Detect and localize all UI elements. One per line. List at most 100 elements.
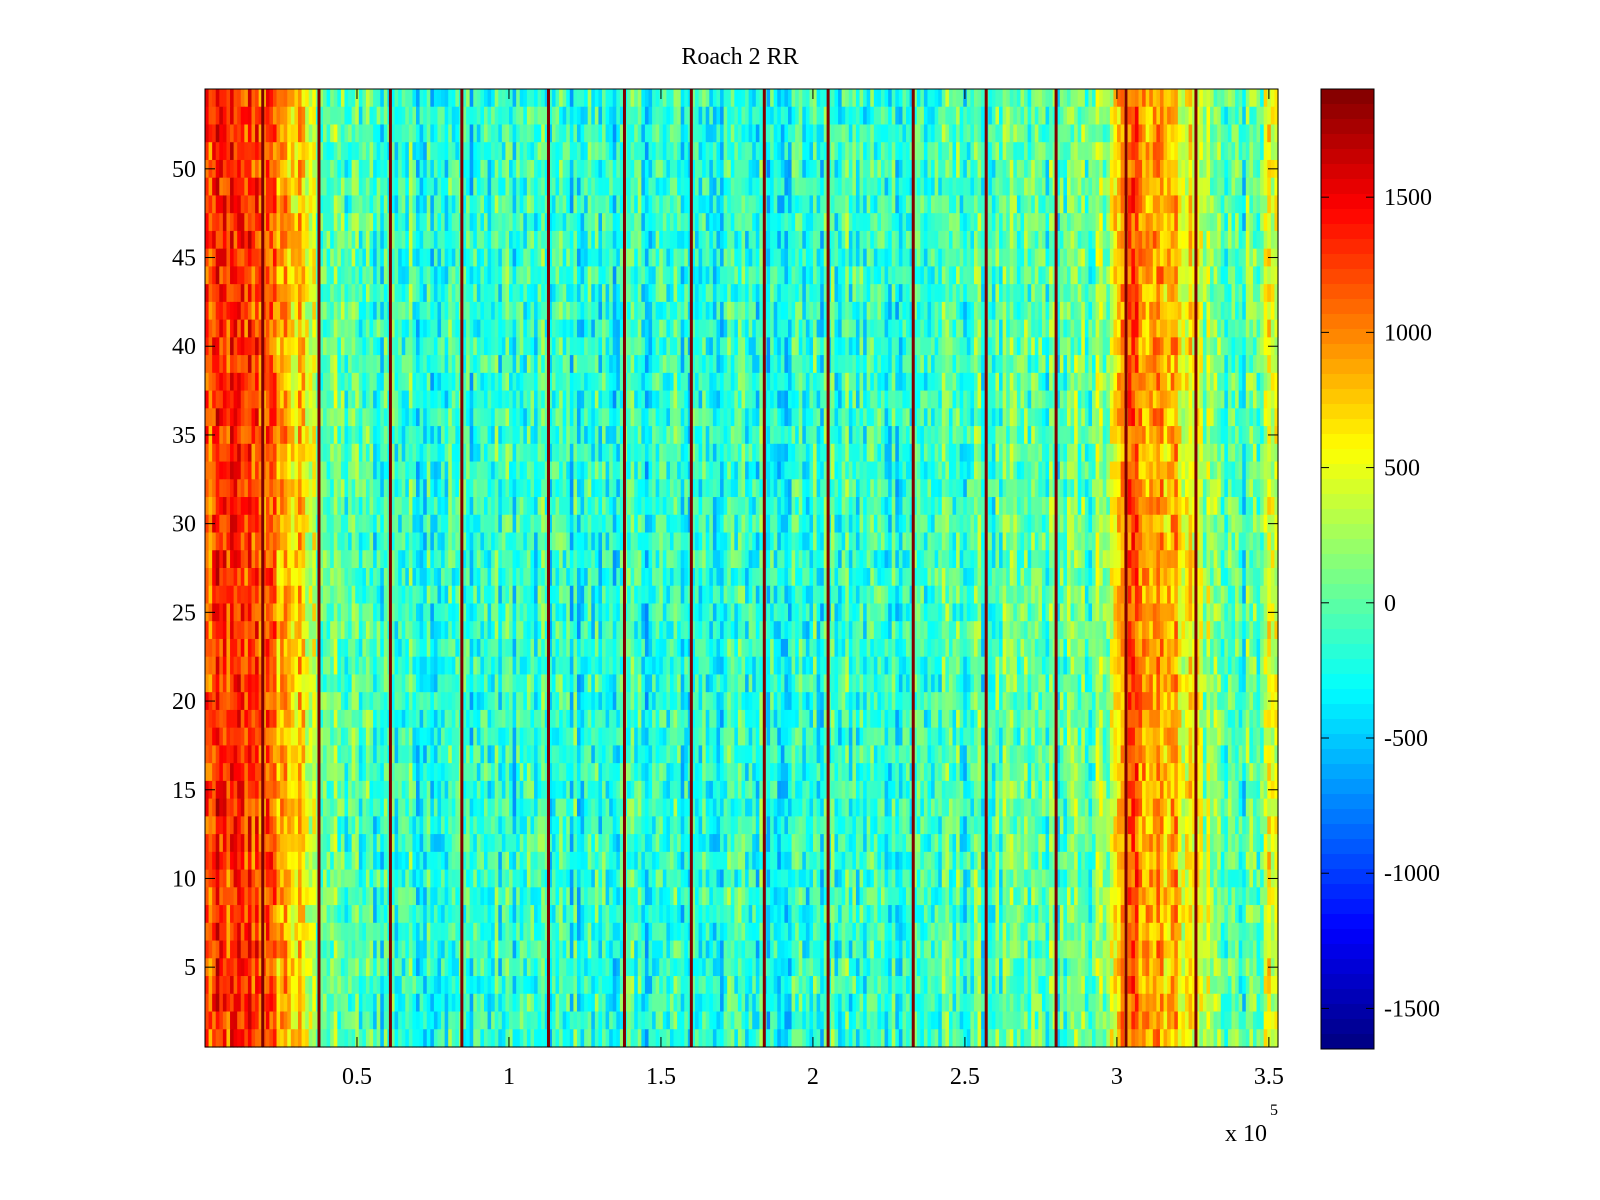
- heatmap-cell: [630, 159, 635, 179]
- heatmap-cell: [973, 355, 979, 374]
- heatmap-cell: [419, 230, 424, 250]
- heatmap-cell: [902, 89, 907, 108]
- heatmap-cell: [1134, 106, 1140, 126]
- heatmap-cell: [1099, 159, 1104, 179]
- heatmap-cell: [1235, 195, 1240, 214]
- heatmap-cell: [1066, 89, 1072, 108]
- heatmap-cell: [426, 159, 431, 179]
- heatmap-cell: [444, 284, 449, 303]
- heatmap-cell: [1049, 89, 1054, 108]
- heatmap-cell: [1238, 195, 1243, 214]
- heatmap-cell: [1270, 284, 1276, 303]
- heatmap-cell: [1095, 266, 1100, 285]
- heatmap-cell: [991, 319, 997, 338]
- heatmap-cell: [745, 337, 750, 356]
- heatmap-cell: [877, 372, 882, 392]
- heatmap-cell: [669, 195, 675, 214]
- heatmap-cell: [816, 124, 821, 143]
- heatmap-cell: [230, 124, 235, 143]
- heatmap-cell: [280, 319, 285, 338]
- heatmap-cell: [784, 337, 789, 356]
- heatmap-cell: [913, 266, 918, 285]
- heatmap-cell: [251, 142, 256, 161]
- heatmap-cell: [1013, 266, 1018, 285]
- heatmap-cell: [648, 248, 653, 268]
- heatmap-cell: [795, 248, 800, 268]
- heatmap-cell: [344, 337, 349, 356]
- heatmap-cell: [301, 319, 306, 338]
- heatmap-cell: [677, 159, 682, 179]
- heatmap-cell: [823, 319, 828, 338]
- heatmap-cell: [251, 266, 256, 285]
- heatmap-cell: [902, 177, 907, 197]
- heatmap-cell: [995, 230, 1000, 250]
- heatmap-cell: [866, 195, 871, 214]
- heatmap-cell: [784, 284, 789, 303]
- heatmap-cell: [720, 284, 725, 303]
- heatmap-cell: [280, 213, 285, 232]
- heatmap-cell: [666, 319, 671, 338]
- heatmap-cell: [323, 159, 328, 179]
- heatmap-cell: [1188, 213, 1193, 232]
- heatmap-cell: [1238, 89, 1243, 108]
- heatmap-cell: [634, 142, 639, 161]
- heatmap-cell: [705, 319, 710, 338]
- heatmap-cell: [419, 195, 424, 214]
- heatmap-cell: [305, 195, 310, 214]
- heatmap-cell: [1252, 355, 1258, 374]
- heatmap-cell: [1142, 337, 1147, 356]
- heatmap-cell: [1199, 89, 1204, 108]
- heatmap-cell: [641, 284, 646, 303]
- heatmap-cell: [999, 159, 1004, 179]
- heatmap-cell: [212, 124, 217, 143]
- heatmap-cell: [1202, 195, 1208, 214]
- heatmap-cell: [677, 230, 682, 250]
- heatmap-cell: [788, 266, 793, 285]
- heatmap-cell: [312, 319, 317, 338]
- heatmap-cell: [920, 159, 925, 179]
- heatmap-cell: [283, 177, 288, 197]
- heatmap-cell: [745, 124, 750, 143]
- heatmap-cell: [1092, 355, 1097, 374]
- heatmap-cell: [448, 230, 453, 250]
- heatmap-cell: [501, 266, 507, 285]
- heatmap-cell: [448, 213, 453, 232]
- heatmap-cell: [519, 177, 524, 197]
- heatmap-cell: [963, 142, 968, 161]
- heatmap-cell: [1038, 337, 1043, 356]
- heatmap-cell: [616, 372, 621, 392]
- heatmap-cell: [662, 355, 667, 374]
- heatmap-cell: [212, 230, 217, 250]
- heatmap-cell: [480, 89, 485, 108]
- heatmap-cell: [870, 372, 875, 392]
- heatmap-cell: [383, 230, 389, 250]
- heatmap-cell: [662, 319, 667, 338]
- heatmap-cell: [258, 213, 263, 232]
- heatmap-cell: [276, 195, 281, 214]
- heatmap-cell: [487, 177, 492, 197]
- heatmap-cell: [265, 213, 270, 232]
- heatmap-cell: [294, 106, 299, 126]
- heatmap-cell: [405, 355, 410, 374]
- heatmap-cell: [1142, 124, 1147, 143]
- heatmap-cell: [1084, 213, 1090, 232]
- heatmap-cell: [548, 372, 553, 392]
- heatmap-cell: [666, 266, 671, 285]
- heatmap-cell: [1063, 159, 1068, 179]
- heatmap-cell: [1041, 142, 1047, 161]
- heatmap-cell: [755, 89, 760, 108]
- heatmap-cell: [1102, 106, 1107, 126]
- heatmap-cell: [702, 142, 707, 161]
- heatmap-cell: [1049, 230, 1054, 250]
- heatmap-cell: [301, 142, 306, 161]
- heatmap-cell: [788, 159, 793, 179]
- heatmap-cell: [544, 142, 549, 161]
- heatmap-cell: [823, 106, 828, 126]
- heatmap-cell: [551, 159, 557, 179]
- heatmap-cell: [737, 230, 743, 250]
- heatmap-cell: [455, 177, 460, 197]
- heatmap-cell: [222, 372, 228, 392]
- heatmap-cell: [644, 372, 650, 392]
- heatmap-cell: [1238, 319, 1243, 338]
- heatmap-cell: [1056, 213, 1061, 232]
